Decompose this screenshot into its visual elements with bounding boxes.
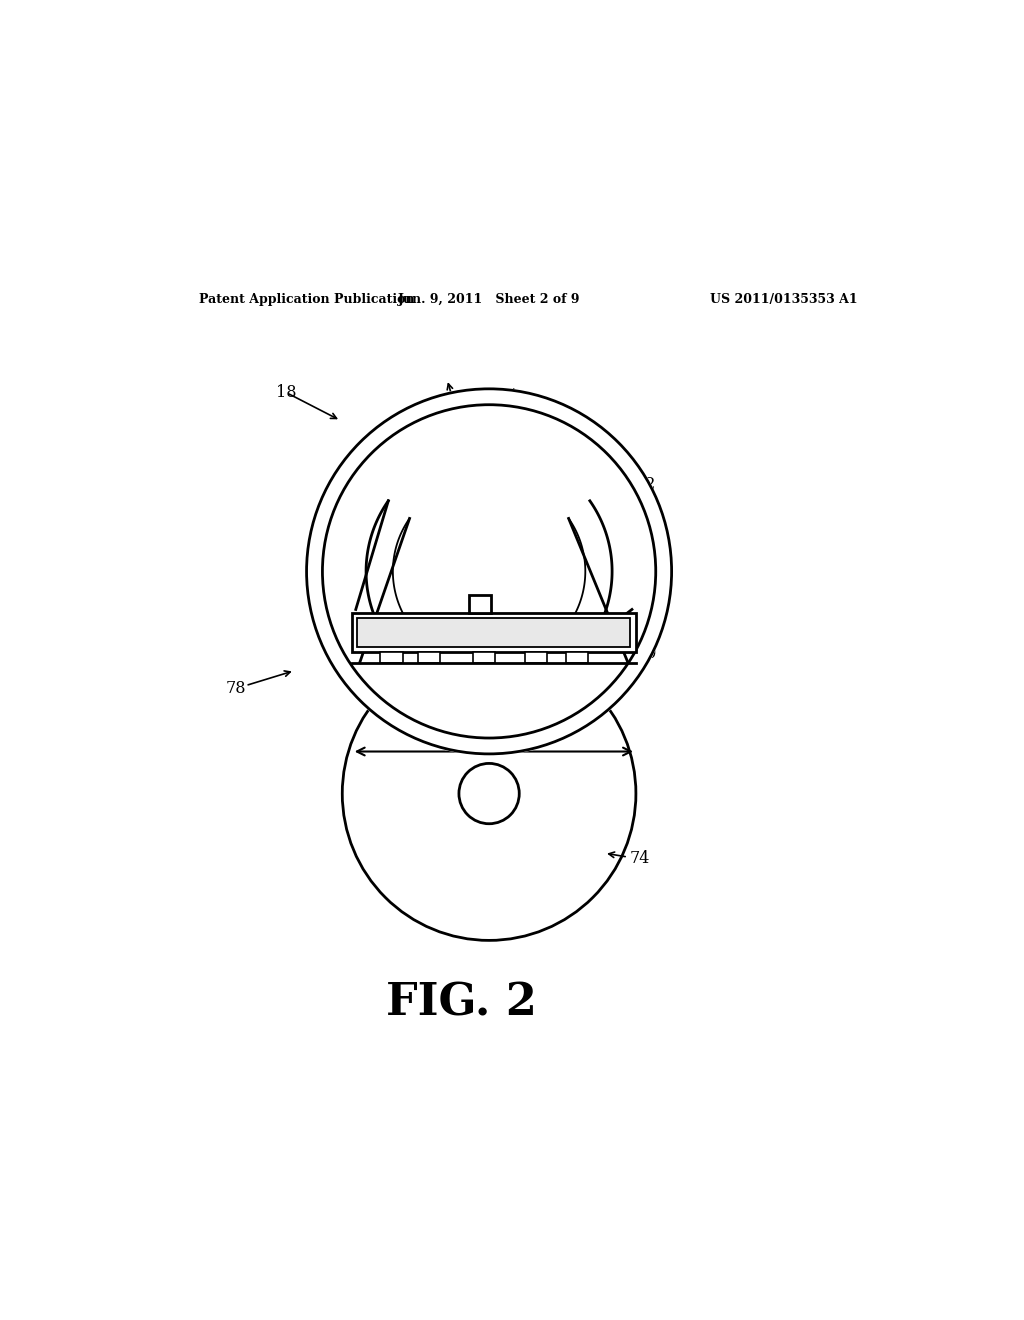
Circle shape	[323, 405, 655, 738]
Text: 94: 94	[416, 648, 436, 665]
Circle shape	[459, 763, 519, 824]
Bar	[352, 612, 636, 652]
Polygon shape	[367, 500, 410, 642]
Text: 18: 18	[276, 384, 297, 401]
Text: 96: 96	[636, 594, 656, 611]
Text: 84: 84	[539, 479, 559, 496]
Bar	[418, 652, 440, 663]
Circle shape	[342, 647, 636, 940]
Bar	[380, 652, 402, 663]
Text: US 2011/0135353 A1: US 2011/0135353 A1	[711, 293, 858, 306]
Text: 86: 86	[471, 488, 492, 506]
Polygon shape	[568, 500, 612, 642]
Circle shape	[305, 387, 673, 755]
Text: 82: 82	[636, 475, 656, 492]
Text: 78: 78	[225, 680, 246, 697]
Text: 80: 80	[636, 620, 656, 638]
Text: 92: 92	[479, 722, 500, 739]
Bar	[473, 652, 496, 663]
Bar	[524, 652, 547, 663]
Text: Jun. 9, 2011   Sheet 2 of 9: Jun. 9, 2011 Sheet 2 of 9	[398, 293, 581, 306]
Text: Patent Application Publication: Patent Application Publication	[200, 293, 415, 306]
Text: 74: 74	[630, 850, 650, 867]
Bar	[566, 652, 589, 663]
Text: FIG. 2: FIG. 2	[386, 982, 537, 1024]
Text: 88: 88	[475, 648, 496, 665]
Bar	[469, 595, 492, 612]
Text: 90: 90	[636, 645, 656, 663]
Bar	[357, 618, 631, 647]
Text: N: N	[486, 730, 502, 748]
